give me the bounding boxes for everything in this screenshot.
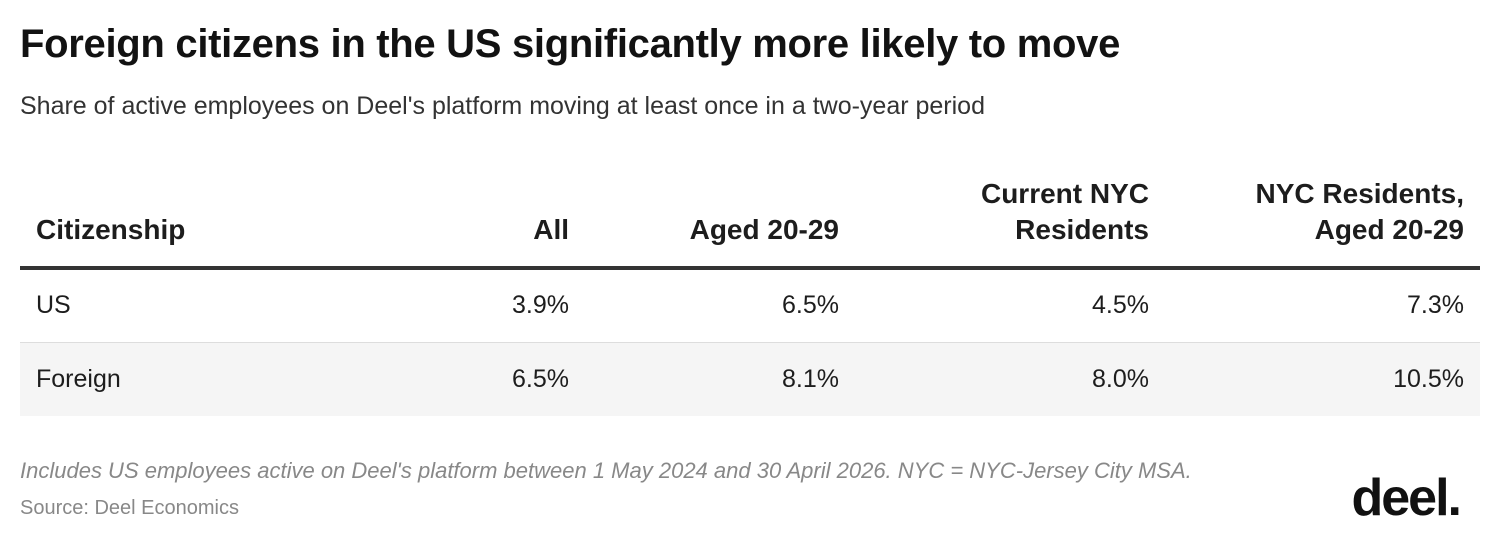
cell-foreign-current-nyc: 8.0% [855, 342, 1165, 416]
cell-us-current-nyc: 4.5% [855, 268, 1165, 343]
column-header-aged-line-1: Aged 20-29 [689, 214, 839, 245]
header-row: Citizenship All Aged 20-29 Current NYC R… [20, 170, 1480, 270]
column-header-citizenship-line-1: Citizenship [36, 214, 186, 245]
cell-us-nyc-aged-20-29: 7.3% [1165, 268, 1480, 343]
column-header-nyc-aged-line-2: Aged 20-29 [1314, 214, 1464, 245]
column-header-current-nyc-residents: Current NYC Residents [855, 170, 1165, 270]
cell-us-all: 3.9% [355, 268, 585, 343]
column-header-nyc-residents-aged-20-29: NYC Residents, Aged 20-29 [1165, 170, 1480, 270]
column-header-aged-20-29: Aged 20-29 [585, 170, 855, 270]
chart-source: Source: Deel Economics [20, 497, 239, 519]
deel-logo: deel. [1351, 469, 1462, 527]
column-header-citizenship: Citizenship [20, 170, 355, 270]
cell-foreign-aged-20-29: 8.1% [585, 342, 855, 416]
column-header-nyc-line-1: Current NYC [980, 178, 1149, 209]
table-row-foreign: Foreign 6.5% 8.1% 8.0% 10.5% [20, 342, 1480, 416]
chart-subtitle: Share of active employees on Deel's plat… [20, 92, 985, 120]
table-row-us: US 3.9% 6.5% 4.5% 7.3% [20, 268, 1480, 343]
chart-title: Foreign citizens in the US significantly… [20, 22, 1121, 66]
column-header-nyc-line-2: Residents [1015, 214, 1149, 245]
row-label-us: US [20, 268, 355, 343]
cell-foreign-all: 6.5% [355, 342, 585, 416]
data-table: Citizenship All Aged 20-29 Current NYC R… [20, 170, 1480, 416]
cell-foreign-nyc-aged-20-29: 10.5% [1165, 342, 1480, 416]
cell-us-aged-20-29: 6.5% [585, 268, 855, 343]
column-header-all-line-1: All [533, 214, 569, 245]
chart-notes: Includes US employees active on Deel's p… [20, 458, 1192, 483]
row-label-foreign: Foreign [20, 342, 355, 416]
column-header-nyc-aged-line-1: NYC Residents, [1255, 178, 1465, 209]
column-header-all: All [355, 170, 585, 270]
